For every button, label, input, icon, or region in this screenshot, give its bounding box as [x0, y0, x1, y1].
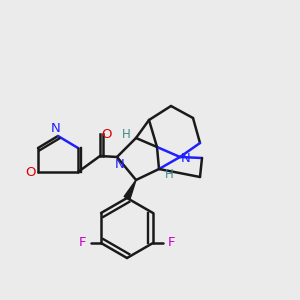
Text: H: H — [122, 128, 130, 142]
Text: F: F — [168, 236, 176, 250]
Polygon shape — [124, 180, 136, 200]
Text: H: H — [165, 167, 173, 181]
Text: N: N — [115, 158, 125, 172]
Text: N: N — [51, 122, 61, 136]
Text: O: O — [102, 128, 112, 140]
Text: O: O — [25, 166, 35, 178]
Text: F: F — [78, 236, 86, 250]
Text: N: N — [181, 152, 191, 166]
